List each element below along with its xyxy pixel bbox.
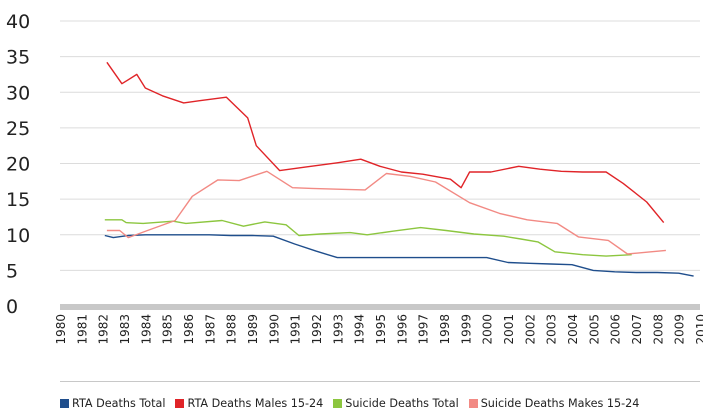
- x-tick-label: 1980: [54, 314, 68, 345]
- x-axis-band: [60, 304, 700, 310]
- x-tick-label: 1990: [267, 314, 281, 345]
- x-tick-label: 2010: [694, 314, 703, 345]
- x-tick-label: 2006: [609, 314, 623, 345]
- y-tick-label: 0: [6, 296, 18, 318]
- series-line: [104, 219, 632, 257]
- x-tick-label: 1991: [289, 314, 303, 345]
- x-tick-label: 2009: [673, 314, 687, 345]
- x-tick-label: 1984: [139, 314, 153, 345]
- y-tick-label: 25: [6, 118, 30, 140]
- x-axis-ticks: 1980 1981 1982 1983 1984 1985 1986 1987 1988 1989…: [54, 314, 703, 345]
- legend-label: Suicide Deaths Makes 15-24: [480, 397, 640, 410]
- legend-label: RTA Deaths Total: [72, 397, 166, 410]
- x-tick-label: 1998: [438, 314, 452, 345]
- x-tick-label: 1983: [118, 314, 132, 345]
- legend-swatch: [175, 399, 185, 408]
- x-tick-label: 1985: [161, 314, 175, 345]
- y-tick-label: 10: [6, 225, 30, 247]
- x-tick-label: 2007: [630, 314, 644, 345]
- y-tick-label: 40: [6, 11, 30, 33]
- legend-item: Suicide Deaths Makes 15-24: [468, 397, 640, 410]
- x-tick-label: 1987: [203, 314, 217, 345]
- x-tick-label: 2001: [502, 314, 516, 345]
- x-tick-label: 1982: [97, 314, 111, 345]
- legend-label: RTA Deaths Males 15-24: [187, 397, 324, 410]
- legend-swatch: [333, 399, 343, 408]
- y-tick-label: 30: [6, 82, 30, 104]
- x-tick-label: 1997: [417, 314, 431, 345]
- y-tick-label: 15: [6, 189, 30, 211]
- series-line: [106, 170, 666, 255]
- legend-item: RTA Deaths Total: [60, 397, 165, 410]
- y-tick-label: 35: [6, 47, 30, 69]
- x-tick-label: 1995: [374, 314, 388, 345]
- x-tick-label: 1981: [75, 314, 89, 345]
- x-tick-label: 2003: [545, 314, 559, 345]
- x-tick-label: 1992: [310, 314, 324, 345]
- legend-item: Suicide Deaths Total: [333, 397, 459, 410]
- x-tick-label: 2000: [481, 314, 495, 345]
- x-tick-label: 2002: [523, 314, 537, 345]
- x-tick-label: 1988: [225, 314, 239, 345]
- legend-swatch: [468, 399, 478, 408]
- legend-label: Suicide Deaths Total: [345, 397, 459, 410]
- x-tick-label: 1996: [395, 314, 409, 345]
- y-tick-label: 20: [6, 154, 30, 176]
- series-lines: [104, 61, 694, 277]
- y-axis-ticks: 0 5 10 15 20 25 30 35 40: [6, 11, 30, 318]
- x-tick-label: 1989: [246, 314, 260, 345]
- legend-swatch: [60, 399, 69, 408]
- legend: RTA Deaths Total RTA Deaths Males 15-24 Su…: [60, 397, 639, 410]
- x-tick-label: 1993: [331, 314, 345, 345]
- x-tick-label: 2004: [566, 314, 580, 345]
- x-tick-label: 2005: [587, 314, 601, 345]
- legend-divider: [60, 381, 700, 382]
- legend-item: RTA Deaths Males 15-24: [175, 397, 323, 410]
- x-tick-label: 1986: [182, 314, 196, 345]
- y-tick-label: 5: [6, 260, 18, 282]
- series-line: [106, 61, 665, 224]
- x-tick-label: 2008: [651, 314, 665, 345]
- series-line: [104, 234, 694, 277]
- x-tick-label: 1994: [353, 314, 367, 345]
- x-tick-label: 1999: [459, 314, 473, 345]
